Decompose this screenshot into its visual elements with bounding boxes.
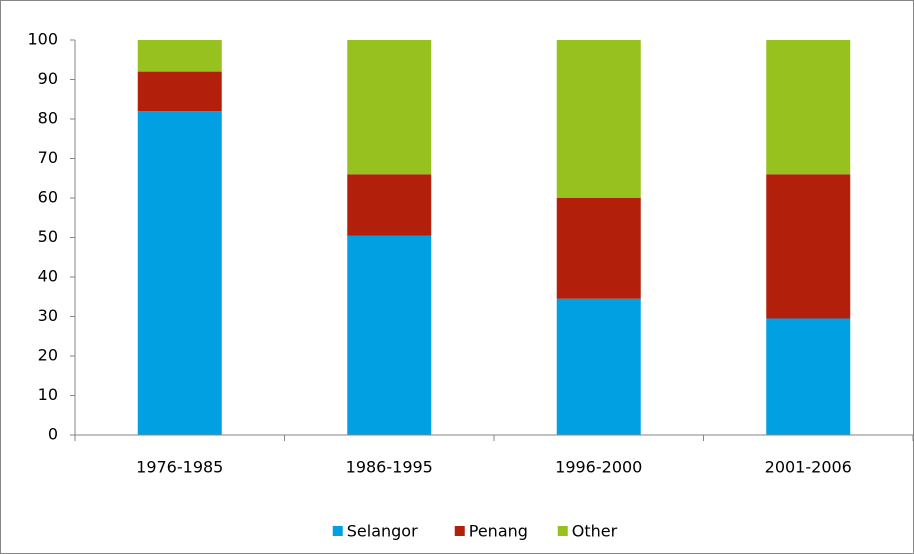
y-tick-label: 70 [38, 148, 58, 167]
legend-swatch [454, 526, 465, 536]
legend-swatch [557, 526, 568, 536]
bar-segment [347, 174, 432, 236]
bar-segment [347, 235, 432, 435]
bar-segment [137, 111, 222, 435]
legend-label: Selangor [347, 522, 418, 541]
legend-label: Other [572, 522, 618, 541]
y-tick-label: 80 [38, 109, 58, 128]
y-tick-label: 60 [38, 188, 58, 207]
bar-segment [766, 174, 851, 319]
legend-swatch [332, 526, 343, 536]
bar-segment [556, 40, 641, 198]
y-tick-label: 0 [48, 425, 58, 444]
x-tick-label: 1986-1995 [346, 458, 433, 477]
bar-segment [556, 298, 641, 435]
y-tick-label: 20 [38, 346, 58, 365]
y-tick-label: 40 [38, 267, 58, 286]
bar-segment [137, 71, 222, 112]
legend-label: Penang [469, 522, 528, 541]
bar-segment [137, 40, 222, 72]
bar-segment [766, 40, 851, 175]
y-tick-label: 10 [38, 385, 58, 404]
y-tick-label: 90 [38, 69, 58, 88]
bar-segment [766, 318, 851, 435]
x-tick-label: 1976-1985 [136, 458, 223, 477]
y-tick-label: 30 [38, 306, 58, 325]
bar-segment [347, 40, 432, 175]
bar-segment [556, 198, 641, 299]
x-tick-label: 2001-2006 [765, 458, 852, 477]
y-tick-label: 50 [38, 227, 58, 246]
y-tick-label: 100 [27, 30, 58, 49]
x-tick-label: 1996-2000 [555, 458, 642, 477]
